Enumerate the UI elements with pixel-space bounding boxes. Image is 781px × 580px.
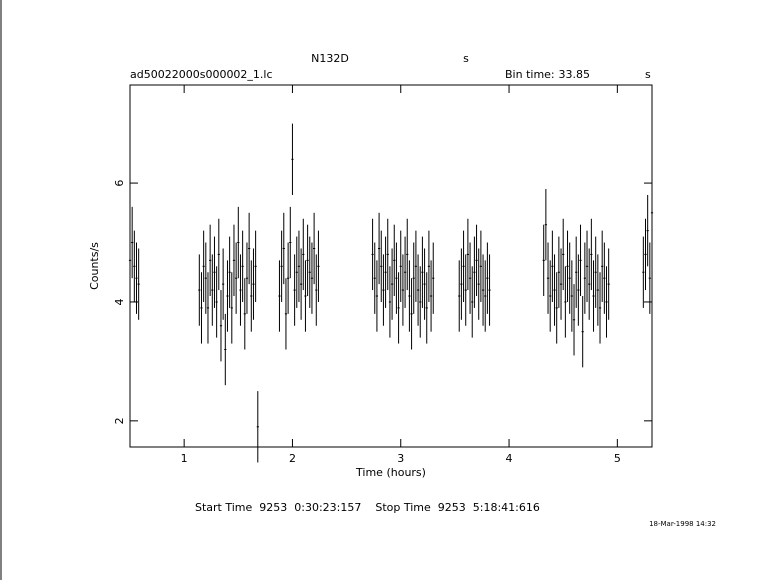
x-tick-label: 3 [397, 452, 404, 465]
subtitle: ad50022000s000002_1.lc [130, 68, 273, 81]
y-tick-label: 6 [113, 180, 126, 187]
bin-time-label: Bin time: [505, 68, 555, 81]
x-tick-label: 4 [506, 452, 513, 465]
chart-title: N132D [311, 52, 349, 65]
x-tick-label: 2 [289, 452, 296, 465]
x-tick-label: 1 [181, 452, 188, 465]
timestamp: 18-Mar-1998 14:32 [649, 520, 716, 528]
y-tick-label: 2 [113, 417, 126, 424]
footer: Start Time 9253 0:30:23:157 Stop Time 92… [195, 501, 540, 514]
x-tick-label: 5 [614, 452, 621, 465]
title-unit: s [463, 52, 469, 65]
y-axis-label: Counts/s [88, 242, 101, 290]
bin-time: 33.85 [559, 68, 591, 81]
x-axis-label: Time (hours) [355, 466, 426, 479]
y-tick-label: 4 [113, 298, 126, 305]
bin-time-unit: s [645, 68, 651, 81]
